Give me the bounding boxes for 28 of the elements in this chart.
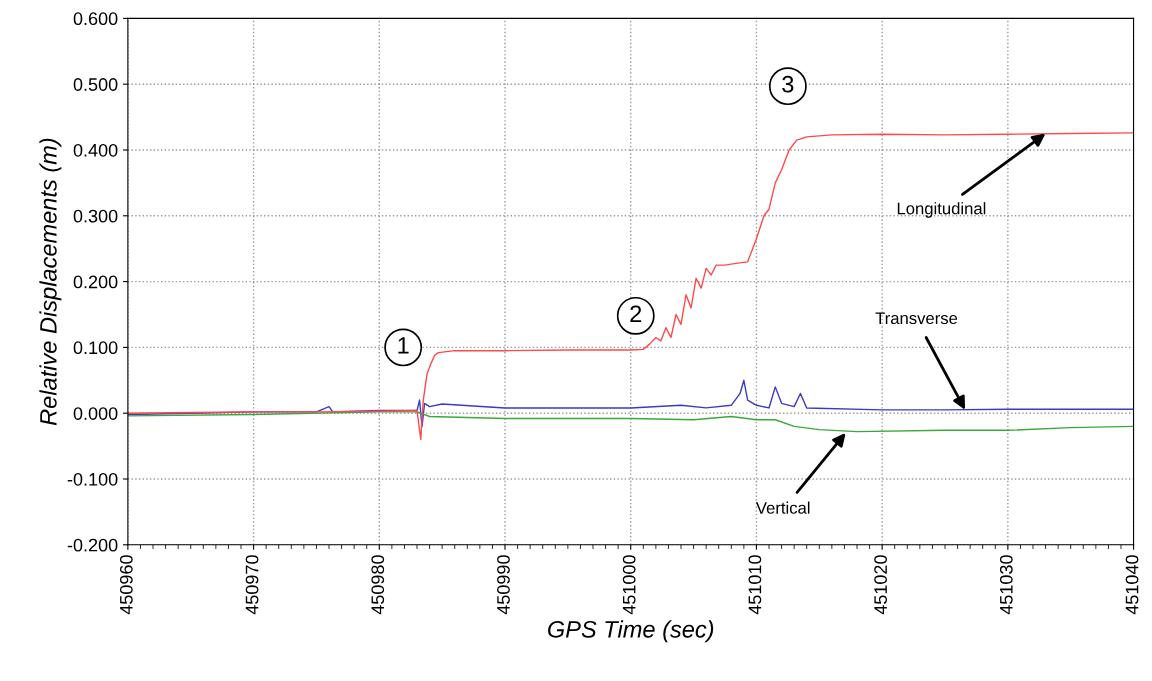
x-tick-label: 451010 — [748, 555, 762, 615]
x-tick-label: 450980 — [371, 555, 385, 615]
y-tick-label: 0.300 — [73, 209, 118, 223]
y-tick-label: 0.500 — [73, 78, 118, 91]
y-tick-label: 0.200 — [73, 275, 118, 289]
y-tick-label: 0.400 — [73, 143, 118, 157]
x-axis-title: GPS Time (sec) — [548, 620, 714, 643]
line-series — [127, 132, 1134, 441]
x-tick-label: 450990 — [497, 555, 510, 615]
y-tick-label: -0.100 — [67, 472, 118, 486]
annotation: Vertical — [755, 501, 810, 514]
x-tick-label: 451020 — [874, 555, 887, 615]
annotation: Transverse — [875, 312, 958, 325]
y-tick-label: 0.100 — [73, 341, 118, 355]
y-tick-label: -0.200 — [67, 538, 118, 552]
annotation: Longitudinal — [897, 202, 986, 218]
y-axis-title: Relative Displacements (m) — [39, 138, 62, 426]
x-tick-label: 451030 — [999, 555, 1013, 615]
annotation: 1 — [398, 337, 409, 354]
line-series — [127, 411, 1134, 433]
x-tick-label: 451040 — [1125, 555, 1139, 615]
annotation: 2 — [630, 305, 642, 322]
y-tick-label: 0.600 — [73, 12, 118, 26]
x-tick-label: 450970 — [245, 555, 259, 615]
annotation: 3 — [782, 75, 794, 93]
y-tick-label: 0.000 — [73, 407, 118, 420]
x-tick-label: 451000 — [622, 555, 636, 615]
x-tick-label: 450960 — [119, 555, 133, 615]
